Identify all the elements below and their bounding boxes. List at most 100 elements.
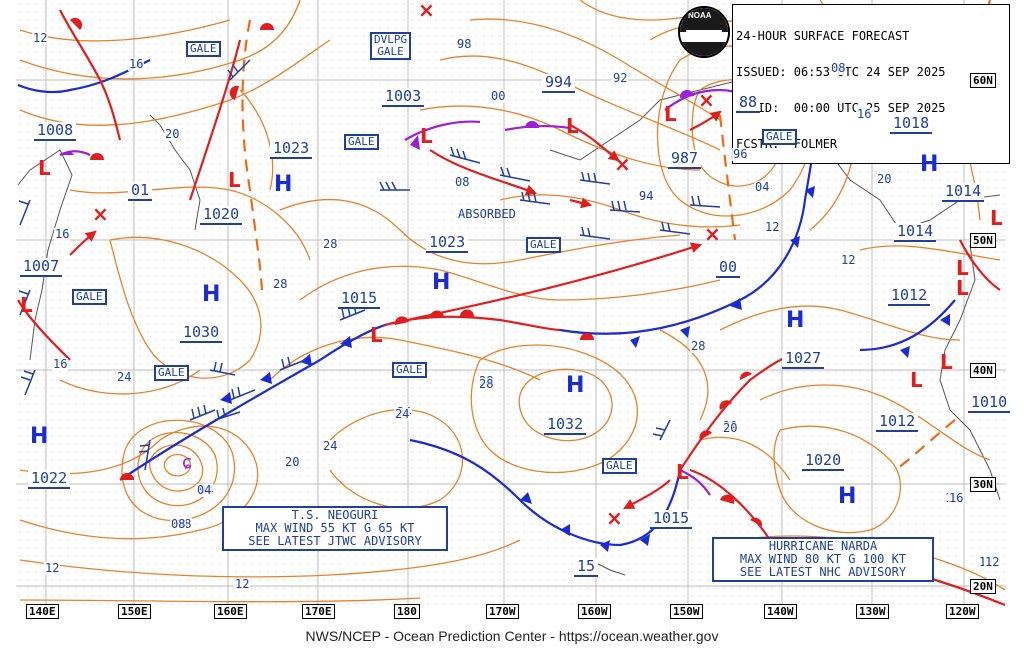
- lat-label: 50N: [970, 233, 996, 248]
- low-pressure-center: L: [370, 323, 383, 347]
- pressure-center-value: 1020: [802, 452, 845, 471]
- gale-warning-box: GALE: [154, 365, 189, 381]
- lon-label: 170W: [486, 604, 519, 619]
- lon-label: 130W: [856, 604, 889, 619]
- high-pressure-center: H: [920, 152, 939, 177]
- isobar-label: 12: [44, 561, 61, 575]
- pressure-center-value: 1023: [426, 234, 469, 253]
- isobar-label: 12: [840, 253, 857, 267]
- isobar-label: 12: [764, 220, 781, 234]
- isobar-label: 04: [196, 483, 213, 497]
- high-pressure-center: H: [30, 424, 49, 449]
- low-pressure-center: L: [664, 102, 677, 126]
- low-pressure-center: L: [228, 168, 241, 192]
- lat-label: 30N: [970, 477, 996, 492]
- low-pressure-center: L: [990, 206, 1003, 230]
- gale-warning-box: GALE: [526, 237, 561, 253]
- storm-tracks: [69, 110, 722, 510]
- gale-warning-box: GALE: [602, 458, 637, 474]
- isobar-label: 12: [984, 555, 1001, 569]
- isobar-label: 24: [322, 439, 339, 453]
- pressure-center-value: 00: [716, 259, 741, 278]
- pressure-center-value: 1027: [782, 350, 825, 369]
- lon-label: 120W: [946, 604, 979, 619]
- isobar-label: 96: [732, 147, 749, 161]
- isobar-label: 28: [272, 277, 289, 291]
- neoguri-wind: MAX WIND 55 KT G 65 KT: [255, 521, 415, 535]
- low-pressure-center: L: [940, 350, 953, 374]
- isobar-label: 94: [638, 189, 655, 203]
- narda-name: HURRICANE NARDA: [768, 539, 878, 553]
- pressure-center-value: 994: [542, 74, 576, 93]
- gale-warning-box: GALE: [392, 362, 427, 378]
- header-title: 24-HOUR SURFACE FORECAST: [736, 29, 910, 43]
- lat-label: 20N: [970, 579, 996, 594]
- isobar-label: 20: [164, 127, 181, 141]
- neoguri-advisory: SEE LATEST JTWC ADVISORY: [248, 534, 422, 548]
- pressure-center-value: 1014: [894, 223, 937, 242]
- low-pressure-center: L: [420, 124, 433, 148]
- pressure-center-value: 987: [668, 150, 702, 169]
- low-pressure-center: L: [910, 368, 923, 392]
- lat-label: 40N: [970, 363, 996, 378]
- lon-label: 140E: [26, 604, 59, 619]
- isobar-label: 20: [722, 421, 739, 435]
- narda-advisory-box: HURRICANE NARDA MAX WIND 80 KT G 100 KT …: [712, 537, 934, 582]
- pressure-center-value: 1012: [888, 287, 931, 306]
- gale-warning-box: GALE: [344, 134, 379, 150]
- isobar-label: 00: [490, 89, 507, 103]
- noaa-logo: NOAA: [678, 6, 730, 58]
- pressure-center-value: 01: [128, 182, 153, 201]
- pressure-center-value: 1015: [650, 510, 693, 529]
- high-pressure-center: H: [274, 172, 293, 197]
- forecast-position-mark: ×: [704, 222, 721, 246]
- forecast-header: 24-HOUR SURFACE FORECAST ISSUED: 06:53 U…: [732, 4, 1010, 164]
- cold-fronts: [17, 59, 956, 547]
- occluded-symbols: [62, 89, 694, 155]
- lon-label: 160W: [578, 604, 611, 619]
- footer-credit: NWS/NCEP - Ocean Prediction Center - htt…: [305, 628, 719, 644]
- low-pressure-center: L: [956, 256, 969, 280]
- high-pressure-center: H: [786, 308, 805, 333]
- gale-warning-box: GALE: [186, 41, 221, 57]
- high-pressure-center: H: [566, 373, 585, 398]
- isobar-label: 16: [52, 357, 69, 371]
- lon-label: 170E: [302, 604, 335, 619]
- occluded-fronts: [59, 88, 746, 496]
- forecast-position-mark: ×: [606, 506, 623, 530]
- pressure-center-value: 1023: [270, 140, 313, 159]
- lon-label: 150E: [118, 604, 151, 619]
- warm-fronts: [17, 9, 1006, 607]
- isobar-label: 08: [170, 517, 187, 531]
- low-pressure-center: L: [20, 293, 33, 317]
- isobar-label: 92: [612, 71, 629, 85]
- isobar-label: 08: [454, 175, 471, 189]
- lon-label: 160E: [214, 604, 247, 619]
- narda-wind: MAX WIND 80 KT G 100 KT: [739, 552, 907, 566]
- forecast-position-mark: ×: [614, 152, 631, 176]
- high-pressure-center: H: [202, 282, 221, 307]
- warm-front-bumps: [70, 17, 763, 526]
- isobar-label: 20: [876, 172, 893, 186]
- forecast-position-mark: ×: [92, 202, 109, 226]
- lat-label: 60N: [970, 73, 996, 88]
- pressure-center-value: 1014: [942, 183, 985, 202]
- low-pressure-center: L: [676, 460, 689, 484]
- absorbed-label: ABSORBED: [458, 207, 516, 221]
- isobar-label: 16: [128, 57, 145, 71]
- pressure-center-value: 1018: [890, 115, 933, 134]
- isobar-label: 16: [948, 491, 965, 505]
- isobar-label: 28: [322, 237, 339, 251]
- pressure-center-value: 1032: [544, 416, 587, 435]
- isobar-label: 24: [394, 407, 411, 421]
- pressure-center-value: 1020: [200, 206, 243, 225]
- forecast-position-mark: ×: [698, 88, 715, 112]
- isobar-label: 16: [54, 227, 71, 241]
- isobar-label: 98: [456, 37, 473, 51]
- isobar-label: 28: [478, 377, 495, 391]
- isobar-label: 08: [830, 61, 847, 75]
- pressure-center-value: 1008: [34, 122, 77, 141]
- gale-warning-box: DVLPG GALE: [370, 32, 412, 60]
- high-pressure-center: H: [838, 484, 857, 509]
- pressure-center-value: 1015: [338, 290, 381, 309]
